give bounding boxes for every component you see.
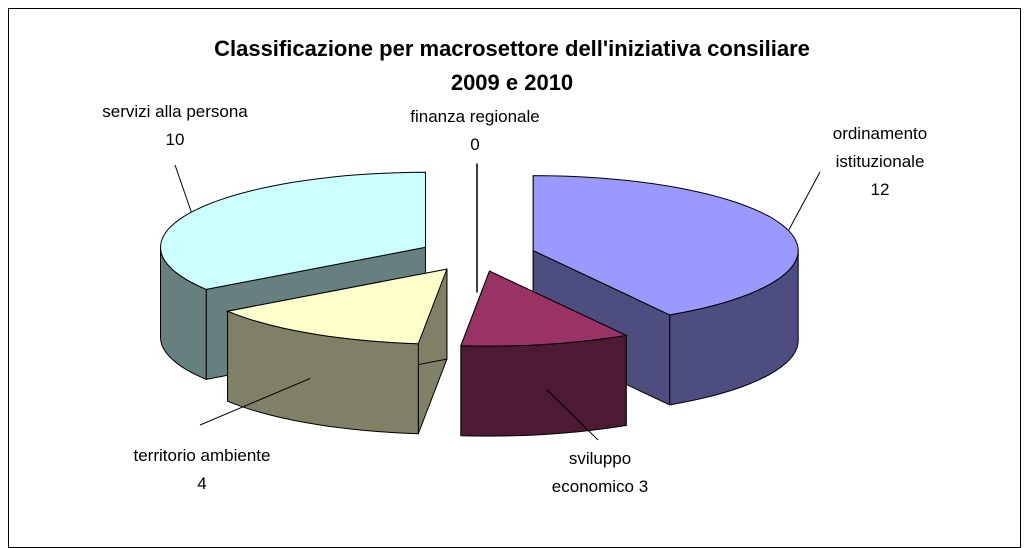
chart-title: 2009 e 2010: [450, 70, 574, 95]
slice-top: [460, 270, 628, 347]
pie: [160, 163, 821, 441]
category-label: servizi alla persona: [102, 102, 248, 121]
value-label: 12: [870, 180, 890, 199]
data-label: ordinamento istituzionale 12: [815, 120, 945, 204]
value-label: 4: [197, 474, 207, 493]
data-label: finanza regionale 0: [375, 103, 575, 159]
slice: [225, 268, 448, 435]
data-label: servizi alla persona 10: [70, 98, 280, 154]
category-label: finanza regionale: [410, 107, 540, 126]
category-label: territorio ambiente: [133, 446, 271, 465]
category-label: ordinamento istituzionale: [832, 124, 928, 171]
slice-side: [460, 334, 627, 437]
category-label: sviluppo economico: [551, 449, 634, 496]
value-label: 3: [638, 477, 649, 496]
value-label: 10: [165, 130, 185, 149]
value-label: 0: [470, 135, 480, 154]
leader-line: [174, 164, 192, 213]
data-label: sviluppo economico 3: [540, 445, 660, 501]
chart-title: Classificazione per macrosettore dell'in…: [214, 36, 810, 61]
leader-line: [788, 171, 821, 231]
slice-top: [225, 268, 448, 345]
leader-line: [546, 389, 599, 441]
data-label: territorio ambiente 4: [92, 442, 312, 498]
leader-line: [199, 377, 311, 426]
slice: [460, 270, 628, 437]
